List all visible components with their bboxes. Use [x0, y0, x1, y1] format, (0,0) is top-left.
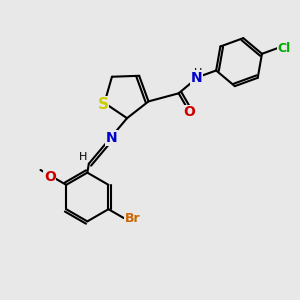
Text: H: H	[79, 152, 88, 162]
Text: Cl: Cl	[277, 42, 290, 55]
Text: H: H	[194, 68, 202, 78]
Text: N: N	[106, 131, 117, 145]
Text: Br: Br	[124, 212, 140, 225]
Text: N: N	[191, 71, 202, 85]
Text: S: S	[98, 97, 109, 112]
Text: O: O	[183, 105, 195, 119]
Text: O: O	[44, 169, 56, 184]
